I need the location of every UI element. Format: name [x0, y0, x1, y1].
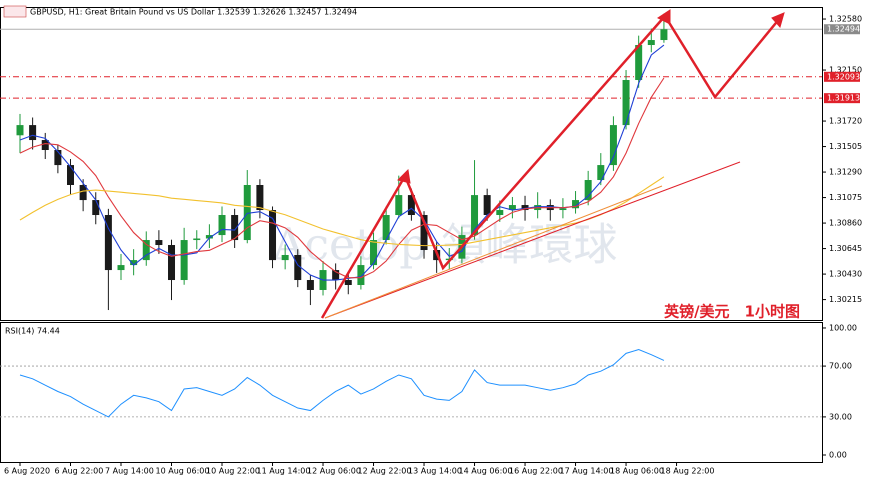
x-tick-label: 12 Aug 06:00: [307, 467, 361, 476]
y-tick-label: 1.30860: [829, 219, 862, 228]
candle-body: [294, 254, 302, 281]
candle-body: [29, 125, 37, 141]
candle-body: [231, 215, 239, 241]
x-tick-label: 6 Aug 2020: [4, 467, 50, 476]
symbol-icon: [3, 5, 27, 18]
candle-body: [660, 29, 668, 41]
candle-body: [471, 195, 479, 236]
x-tick-label: 12 Aug 22:00: [358, 467, 412, 476]
zigzag-arrow: [320, 13, 781, 319]
y-tick-label: 1.31720: [829, 117, 862, 126]
candle-body: [41, 140, 49, 151]
annotation: 英镑/美元 1小时图: [664, 303, 800, 321]
candle-body: [395, 195, 403, 216]
candle-body: [572, 200, 580, 209]
rsi-line: [19, 349, 665, 418]
candle-body: [117, 265, 125, 271]
x-tick-label: 11 Aug 14:00: [257, 467, 311, 476]
x-tick-label: 14 Aug 06:00: [459, 467, 513, 476]
y-tick-label: 30.00: [829, 412, 852, 421]
y-tick-label: 100.00: [829, 323, 857, 332]
candle-body: [193, 238, 201, 241]
candle-body: [218, 215, 226, 236]
x-tick-label: 10 Aug 22:00: [206, 467, 260, 476]
x-tick-label: 18 Aug 22:00: [661, 467, 715, 476]
candle-body: [269, 210, 277, 261]
candle-body: [104, 215, 112, 271]
candle-body: [584, 180, 592, 201]
trend-line: [324, 185, 663, 319]
y-tick-label: 1.30430: [829, 270, 862, 279]
x-tick-label: 13 Aug 14:00: [408, 467, 462, 476]
candle-body: [357, 265, 365, 286]
trend-line: [324, 161, 741, 319]
candle-body: [382, 215, 390, 241]
candle-body: [281, 254, 289, 261]
candle-body: [370, 240, 378, 266]
candle-body: [54, 150, 62, 166]
candle-body: [559, 208, 567, 211]
level-label: 1.31913: [827, 94, 860, 103]
price-panel-frame: [0, 7, 823, 321]
level-label-box: [824, 71, 860, 82]
candle-body: [597, 165, 605, 181]
y-tick-label: 1.31075: [829, 193, 862, 202]
y-tick-label: 1.31505: [829, 142, 862, 151]
level-label: 1.32093: [827, 72, 860, 81]
y-tick-label: 0.00: [829, 451, 847, 460]
y-tick-label: 1.32580: [829, 15, 862, 24]
moving-average: [19, 176, 665, 247]
candle-body: [16, 125, 24, 136]
y-tick-label: 1.32150: [829, 66, 862, 75]
candle-body: [635, 45, 643, 81]
plot-layer: 1.30215 1.30430 1.30645 1.30860 1.31075 1.312…: [0, 13, 862, 476]
candle-body: [256, 184, 264, 211]
arrow-head: [657, 9, 671, 25]
candle-body: [306, 280, 314, 290]
x-tick-label: 7 Aug 14:00: [105, 467, 154, 476]
candle-body: [155, 240, 163, 246]
candle-body: [92, 200, 100, 216]
candle-body: [483, 195, 491, 216]
candle-body: [344, 280, 352, 286]
current-price-box: [824, 24, 860, 35]
arrow-head: [771, 12, 785, 29]
x-tick-label: 10 Aug 06:00: [156, 467, 210, 476]
rsi-panel-frame: [0, 322, 823, 463]
arrow-head: [397, 168, 411, 184]
candle-body: [420, 215, 428, 251]
candle-body: [168, 245, 176, 281]
moving-average: [19, 77, 665, 279]
x-tick-label: 17 Aug 14:00: [560, 467, 614, 476]
candle-body: [508, 205, 516, 211]
x-tick-label: 16 Aug 22:00: [509, 467, 563, 476]
candle-body: [243, 184, 251, 241]
rsi-title: RSI(14) 74.44: [5, 327, 60, 336]
y-tick-label: 70.00: [829, 362, 852, 371]
candle-body: [142, 240, 150, 261]
level-label-box: [824, 93, 860, 104]
y-tick-label: 1.31290: [829, 168, 862, 177]
candle-body: [130, 260, 138, 266]
x-tick-label: 6 Aug 22:00: [55, 467, 104, 476]
candle-body: [521, 205, 529, 211]
y-tick-label: 1.30215: [829, 295, 862, 304]
candle-body: [332, 270, 340, 281]
candle-body: [407, 195, 415, 216]
candle-body: [205, 235, 213, 239]
candle-body: [67, 165, 75, 185]
candle-body: [647, 40, 655, 46]
drawn-arrows: [320, 9, 785, 319]
candle-body: [79, 184, 87, 201]
candle-body: [180, 240, 188, 281]
candle-body: [496, 210, 504, 216]
y-tick-label: 1.30645: [829, 244, 862, 253]
chart-title: GBPUSD, H1: Great Britain Pound vs US Do…: [30, 8, 357, 17]
x-tick-label: 18 Aug 06:00: [610, 467, 664, 476]
current-price-label: 1.32494: [827, 25, 860, 34]
candle-body: [609, 125, 617, 166]
candle-body: [622, 80, 630, 126]
